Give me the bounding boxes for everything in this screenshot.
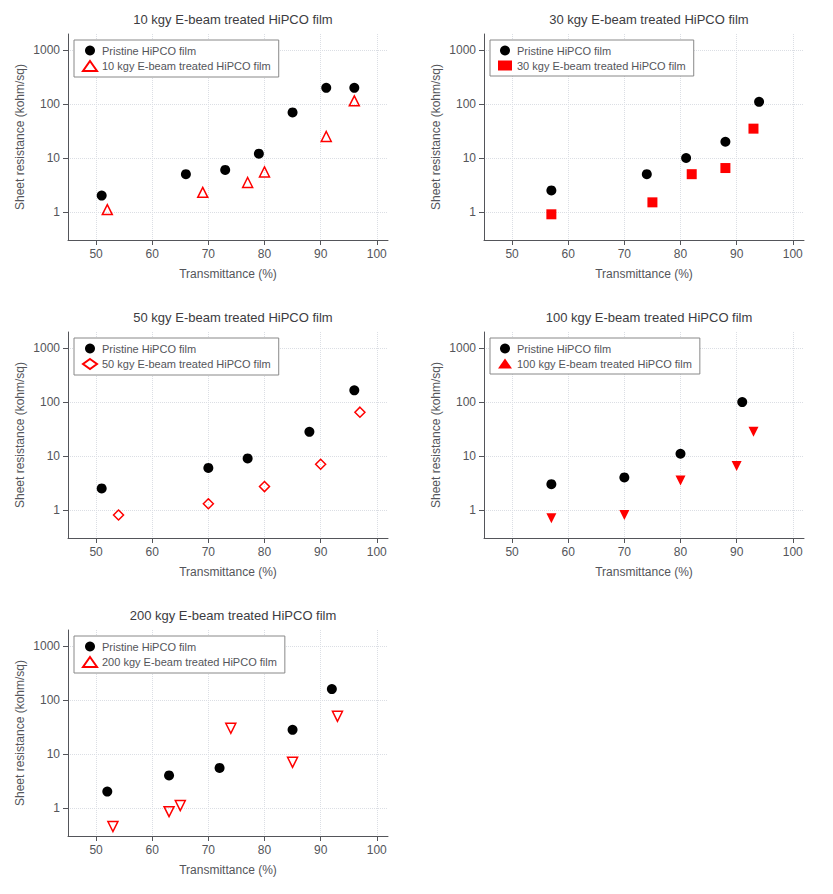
svg-text:70: 70 — [618, 247, 632, 261]
svg-text:100: 100 — [783, 247, 803, 261]
svg-text:1: 1 — [53, 503, 60, 517]
svg-text:90: 90 — [730, 247, 744, 261]
svg-text:10: 10 — [463, 151, 477, 165]
svg-text:60: 60 — [146, 247, 160, 261]
svg-text:1: 1 — [53, 801, 60, 815]
svg-text:60: 60 — [146, 545, 160, 559]
svg-text:70: 70 — [202, 843, 216, 857]
svg-text:60: 60 — [562, 247, 576, 261]
svg-text:100: 100 — [456, 395, 476, 409]
svg-text:70: 70 — [202, 247, 216, 261]
svg-text:90: 90 — [730, 545, 744, 559]
svg-text:90: 90 — [314, 247, 328, 261]
svg-text:30 kgy E-beam treated HiPCO fi: 30 kgy E-beam treated HiPCO film — [549, 12, 748, 27]
svg-text:100 kgy E-beam treated HiPCO f: 100 kgy E-beam treated HiPCO film — [546, 310, 753, 325]
svg-text:1: 1 — [469, 205, 476, 219]
svg-text:70: 70 — [202, 545, 216, 559]
svg-text:1000: 1000 — [449, 43, 476, 57]
svg-text:10: 10 — [463, 449, 477, 463]
svg-text:50: 50 — [505, 247, 519, 261]
svg-text:50 kgy E-beam treated HiPCO fi: 50 kgy E-beam treated HiPCO film — [102, 358, 271, 370]
svg-text:Pristine HiPCO film: Pristine HiPCO film — [517, 343, 611, 355]
svg-text:100: 100 — [367, 247, 387, 261]
svg-text:10 kgy E-beam treated HiPCO fi: 10 kgy E-beam treated HiPCO film — [102, 60, 271, 72]
svg-text:Sheet resistance (kohm/sq): Sheet resistance (kohm/sq) — [13, 64, 27, 210]
svg-text:Sheet resistance (kohm/sq): Sheet resistance (kohm/sq) — [429, 362, 443, 508]
svg-text:Pristine HiPCO film: Pristine HiPCO film — [102, 641, 196, 653]
svg-text:Pristine HiPCO film: Pristine HiPCO film — [102, 45, 196, 57]
svg-text:10: 10 — [47, 449, 61, 463]
svg-text:90: 90 — [314, 843, 328, 857]
svg-text:50: 50 — [505, 545, 519, 559]
svg-text:1000: 1000 — [33, 43, 60, 57]
svg-text:50: 50 — [89, 843, 103, 857]
svg-text:50: 50 — [89, 247, 103, 261]
svg-text:60: 60 — [562, 545, 576, 559]
svg-text:100: 100 — [456, 97, 476, 111]
svg-text:80: 80 — [674, 545, 688, 559]
svg-text:80: 80 — [674, 247, 688, 261]
svg-text:90: 90 — [314, 545, 328, 559]
svg-text:1: 1 — [53, 205, 60, 219]
svg-text:80: 80 — [258, 545, 272, 559]
svg-text:60: 60 — [146, 843, 160, 857]
svg-text:100: 100 — [40, 693, 60, 707]
svg-text:200 kgy E-beam treated HiPCO f: 200 kgy E-beam treated HiPCO film — [102, 656, 277, 668]
svg-text:Transmittance (%): Transmittance (%) — [179, 863, 277, 877]
svg-text:50 kgy E-beam treated HiPCO fi: 50 kgy E-beam treated HiPCO film — [133, 310, 332, 325]
svg-text:Transmittance (%): Transmittance (%) — [179, 565, 277, 579]
svg-text:Sheet resistance (kohm/sq): Sheet resistance (kohm/sq) — [13, 362, 27, 508]
svg-text:1: 1 — [469, 503, 476, 517]
svg-text:Pristine HiPCO film: Pristine HiPCO film — [517, 45, 611, 57]
svg-text:10 kgy E-beam treated HiPCO fi: 10 kgy E-beam treated HiPCO film — [133, 12, 332, 27]
svg-text:1000: 1000 — [33, 341, 60, 355]
svg-text:Pristine HiPCO film: Pristine HiPCO film — [102, 343, 196, 355]
svg-text:1000: 1000 — [449, 341, 476, 355]
svg-text:200 kgy E-beam treated HiPCO f: 200 kgy E-beam treated HiPCO film — [130, 608, 337, 623]
svg-text:1000: 1000 — [33, 639, 60, 653]
svg-text:100: 100 — [40, 97, 60, 111]
svg-text:Transmittance (%): Transmittance (%) — [595, 267, 693, 281]
svg-text:Transmittance (%): Transmittance (%) — [179, 267, 277, 281]
svg-text:80: 80 — [258, 247, 272, 261]
svg-text:Transmittance (%): Transmittance (%) — [595, 565, 693, 579]
svg-text:10: 10 — [47, 747, 61, 761]
svg-text:10: 10 — [47, 151, 61, 165]
svg-text:80: 80 — [258, 843, 272, 857]
svg-text:50: 50 — [89, 545, 103, 559]
svg-text:100: 100 — [40, 395, 60, 409]
svg-text:100: 100 — [367, 843, 387, 857]
svg-text:70: 70 — [618, 545, 632, 559]
svg-text:Sheet resistance (kohm/sq): Sheet resistance (kohm/sq) — [13, 660, 27, 806]
svg-text:30 kgy E-beam treated HiPCO fi: 30 kgy E-beam treated HiPCO film — [517, 60, 686, 72]
svg-text:100: 100 — [367, 545, 387, 559]
svg-text:100 kgy E-beam treated HiPCO f: 100 kgy E-beam treated HiPCO film — [517, 358, 692, 370]
svg-text:100: 100 — [783, 545, 803, 559]
svg-text:Sheet resistance (kohm/sq): Sheet resistance (kohm/sq) — [429, 64, 443, 210]
